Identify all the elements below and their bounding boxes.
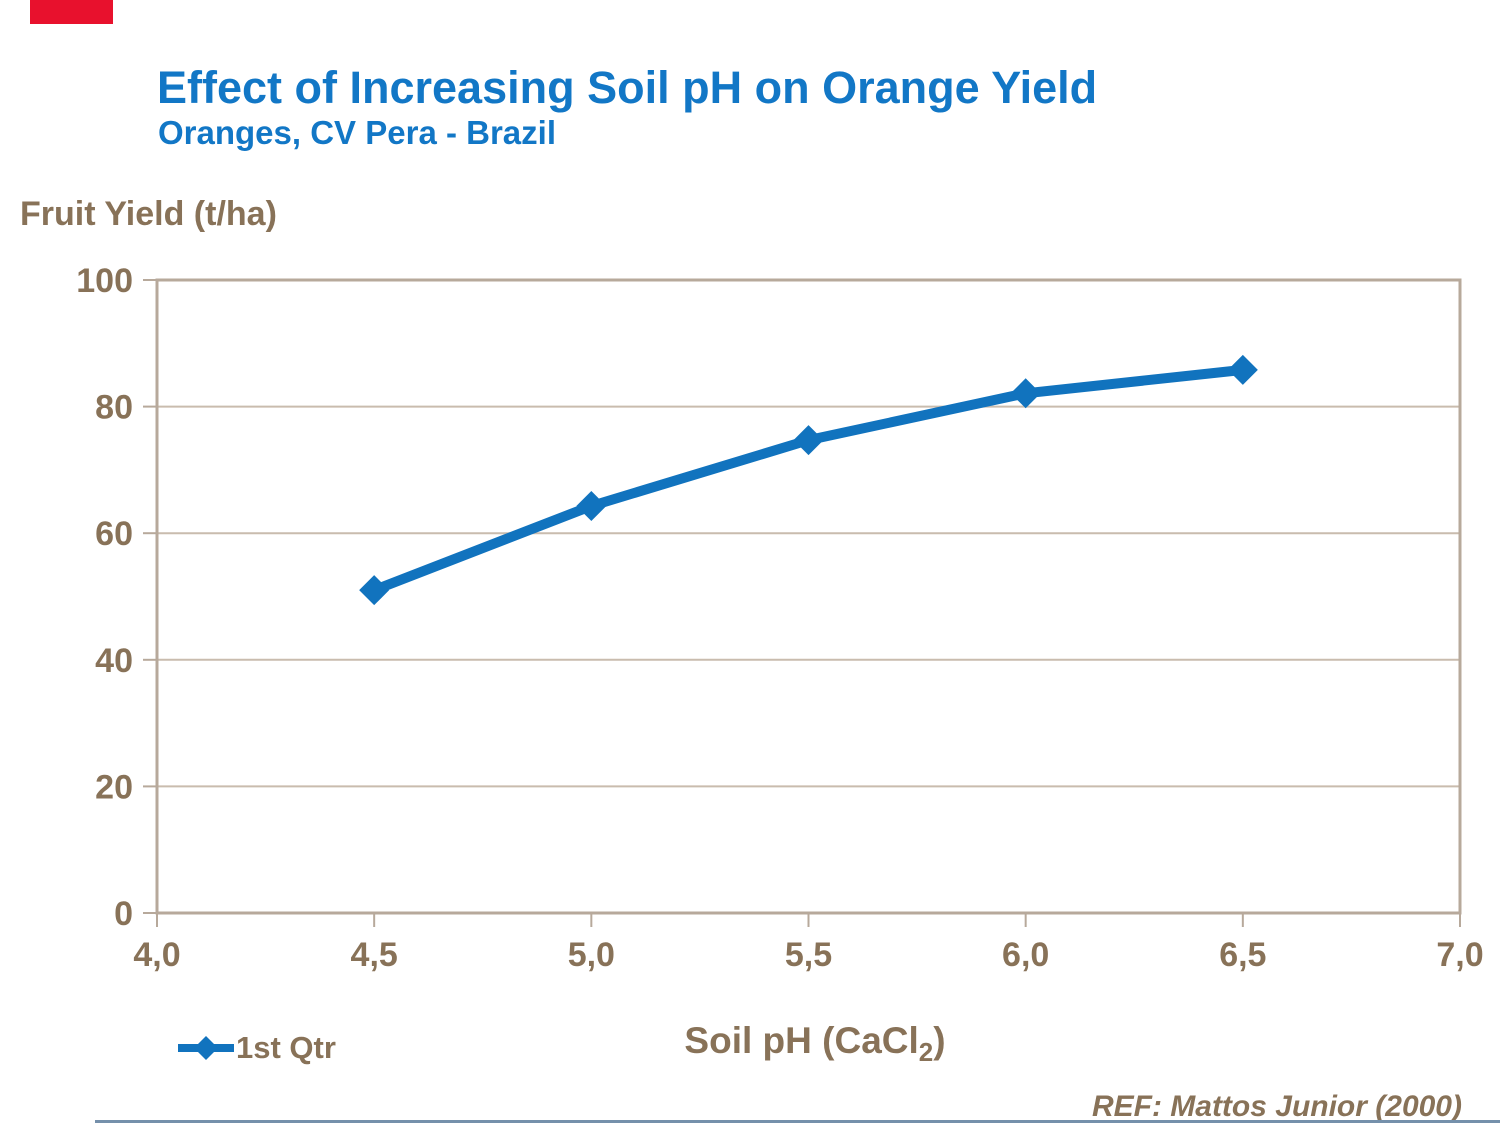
line-chart-plot-area: 4,0 4,5 5,0 5,5 6,0 6,5 7,0 0 20 40 60 80 100 [76, 262, 1483, 974]
x-tick-label: 7,0 [1436, 936, 1483, 974]
x-tick-label: 5,5 [785, 936, 832, 974]
x-tick-label: 6,5 [1219, 936, 1266, 974]
data-point-marker [576, 490, 607, 521]
data-point-marker [1227, 354, 1258, 385]
brand-red-bar [30, 0, 113, 24]
reference-text: REF: Mattos Junior (2000) [1091, 1090, 1462, 1123]
chart-title: Effect of Increasing Soil pH on Orange Y… [157, 62, 1098, 113]
x-axis-title-suffix: ) [933, 1020, 946, 1061]
y-tick-label: 20 [95, 768, 133, 806]
data-point-marker [359, 575, 390, 606]
plot-border [155, 278, 1462, 915]
y-tick-label: 0 [114, 895, 133, 933]
x-tick-label: 6,0 [1002, 936, 1049, 974]
x-axis-title: Soil pH (CaCl2) [684, 1020, 946, 1065]
y-tick-label: 60 [95, 515, 133, 553]
legend-series-marker-icon [178, 1036, 234, 1060]
x-axis-title-subscript: 2 [918, 1037, 934, 1067]
y-axis-title: Fruit Yield (t/ha) [20, 195, 277, 233]
legend-label: 1st Qtr [236, 1030, 336, 1065]
x-tick-label: 4,5 [351, 936, 398, 974]
x-axis-title-text: Soil pH (CaCl [684, 1020, 919, 1061]
data-point-marker [1010, 378, 1041, 409]
bottom-rule [95, 1120, 1500, 1123]
data-point-marker [793, 425, 824, 456]
legend: 1st Qtr [178, 1030, 336, 1066]
x-tick-label: 4,0 [133, 936, 180, 974]
data-line [369, 364, 1248, 596]
y-tick-label: 80 [95, 389, 133, 427]
chart-subtitle: Oranges, CV Pera - Brazil [158, 114, 556, 151]
y-tick-label: 100 [76, 262, 133, 300]
x-tick-label: 5,0 [568, 936, 615, 974]
y-tick-label: 40 [95, 642, 133, 680]
